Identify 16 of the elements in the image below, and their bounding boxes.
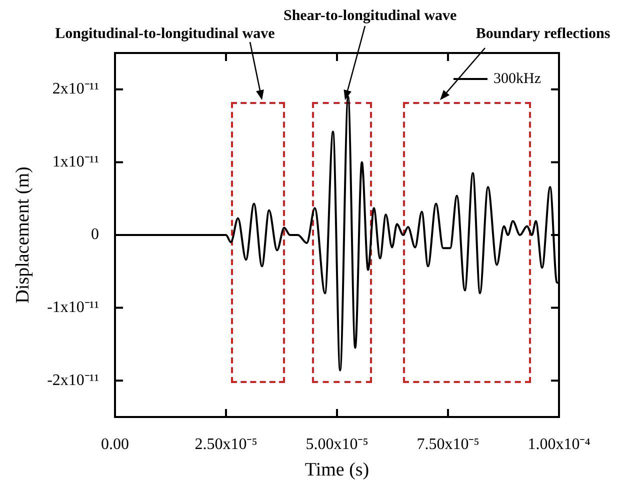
x-tick-label: 0.00 — [101, 436, 129, 453]
text: Boundary reflections — [476, 26, 610, 43]
x-tick-label: 5.00x10⁻⁵ — [306, 436, 368, 453]
x-tick-label: 7.50x10⁻⁵ — [416, 436, 480, 453]
y-axis-title: Displacement (m) — [12, 166, 34, 304]
text: Longitudinal-to-longitudinal wave — [55, 26, 275, 43]
x-tick-label: 1.00x10⁻⁴ — [528, 436, 591, 453]
x-tick-label: 2.50x10⁻⁵ — [194, 436, 258, 453]
text: Shear-to-longitudinal wave — [283, 8, 457, 25]
y-tick-label: -2x10⁻¹¹ — [47, 372, 100, 389]
x-axis-title: Time (s) — [304, 460, 370, 481]
y-tick-label: 1x10⁻¹¹ — [52, 153, 100, 170]
y-tick-label: -1x10⁻¹¹ — [47, 299, 100, 316]
legend-label: 300kHz — [494, 70, 542, 87]
y-tick-label: 0 — [91, 226, 99, 244]
y-tick-label: 2x10⁻¹¹ — [52, 80, 100, 98]
